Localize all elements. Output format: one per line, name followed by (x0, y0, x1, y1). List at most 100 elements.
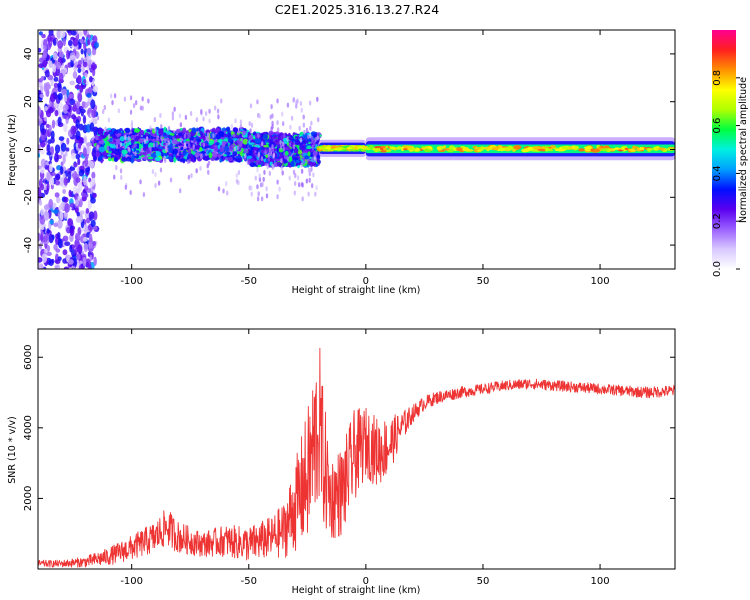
heatmap-cell (78, 198, 83, 208)
heatmap-cell (297, 149, 303, 155)
heatmap-cell (278, 186, 281, 192)
heatmap-cell (513, 145, 522, 150)
colorbar-ticks: 0.0 0.2 0.4 0.6 0.8 (712, 70, 740, 277)
heatmap-cell (50, 146, 55, 156)
heatmap-cell (70, 30, 77, 36)
heatmap-cell (53, 82, 59, 89)
heatmap-cell (38, 57, 44, 63)
heatmap-cell (590, 148, 600, 153)
heatmap-cell (254, 175, 257, 181)
heatmap-cell (154, 183, 157, 189)
heatmap-cell (43, 116, 48, 122)
heatmap-cell (258, 177, 262, 183)
snr-x-tick-label: 50 (477, 576, 490, 587)
heatmap-cell (52, 64, 57, 73)
heatmap-cell (443, 148, 450, 151)
heatmap-cell (296, 98, 299, 104)
heatmap-cell (40, 183, 45, 191)
heatmap-cell (173, 156, 177, 163)
heatmap-cell (290, 115, 294, 121)
heatmap-cell (225, 181, 228, 187)
heatmap-cell (246, 155, 253, 159)
heatmap-cell (260, 149, 265, 154)
heatmap-cell (77, 244, 83, 254)
heatmap-cell (165, 142, 168, 148)
heatmap-cell (629, 148, 636, 152)
heatmap-cell (226, 190, 229, 196)
heatmap-cell (547, 149, 554, 152)
heatmap-cell (208, 140, 215, 145)
heatmap-cell (157, 180, 161, 186)
heatmap-cell (53, 52, 58, 61)
heatmap-cell (53, 76, 59, 82)
heatmap-cell (85, 217, 91, 224)
heatmap-cell (307, 161, 313, 165)
heatmap-cell (145, 148, 151, 154)
heatmap-cell (250, 162, 255, 165)
heatmap-cell (82, 61, 88, 68)
snr-x-tick-label: -50 (241, 576, 257, 587)
heatmap-cell (239, 124, 243, 130)
heatmap-cell (219, 147, 225, 152)
heatmap-cell (130, 134, 137, 139)
heatmap-cell (39, 93, 45, 98)
heatmap-cell (199, 165, 202, 171)
heatmap-cell (124, 184, 128, 190)
heatmap-cell (235, 173, 239, 179)
heatmap-cell (258, 173, 261, 179)
heatmap-cell (82, 256, 87, 267)
heatmap-cell (271, 164, 275, 170)
heatmap-cell (69, 244, 73, 253)
heatmap-cell (71, 114, 76, 120)
heatmap-cell (213, 146, 219, 152)
heatmap-cell (310, 136, 314, 142)
heatmap-cell (261, 181, 264, 187)
heatmap-cell (256, 167, 259, 173)
heatmap-cell (75, 118, 80, 129)
heatmap-cell (151, 169, 155, 175)
heatmap-cell (69, 98, 76, 106)
heatmap-cell (50, 258, 55, 264)
heatmap-cell (171, 139, 178, 145)
heatmap-cell (600, 148, 610, 152)
heatmap-cell (62, 154, 66, 164)
heatmap-cell (206, 132, 210, 138)
heatmap-cell (38, 199, 43, 206)
heatmap-cell (98, 146, 105, 153)
heatmap-cell (48, 198, 54, 209)
heatmap-cell (38, 213, 41, 221)
heatmap-cell (482, 146, 492, 150)
heatmap-cell (89, 254, 93, 262)
heatmap-cell (308, 177, 311, 183)
heatmap-cell (128, 141, 132, 145)
heatmap-cell (83, 242, 89, 253)
heatmap-cell (234, 158, 240, 162)
heatmap-cell (59, 30, 66, 38)
heatmap-cell (58, 177, 64, 187)
heatmap-cell (41, 33, 46, 39)
heatmap-cell (156, 142, 159, 148)
heatmap-cell (79, 39, 84, 44)
heatmap-cell (226, 126, 231, 132)
heatmap-cell (138, 143, 142, 150)
heatmap-cell (70, 125, 77, 135)
heatmap-cell (167, 156, 173, 160)
heatmap-cell (92, 118, 98, 125)
heatmap-cell (207, 169, 210, 175)
heatmap-cell (208, 108, 211, 114)
heatmap-cell (288, 175, 291, 181)
heatmap-cell (93, 210, 98, 221)
heatmap-cell (316, 96, 319, 102)
heatmap-cell (39, 215, 46, 225)
heatmap-cell (299, 101, 303, 107)
heatmap-cell (58, 102, 63, 111)
heatmap-cell (540, 146, 547, 149)
heatmap-cell (199, 147, 203, 152)
heatmap-cell (310, 120, 313, 126)
heatmap-cell (39, 263, 44, 269)
heatmap-cell (123, 96, 127, 102)
heatmap-cell (95, 151, 101, 158)
heatmap-cell (178, 132, 183, 137)
heatmap-cell (48, 60, 53, 69)
heatmap-cell (38, 232, 41, 242)
